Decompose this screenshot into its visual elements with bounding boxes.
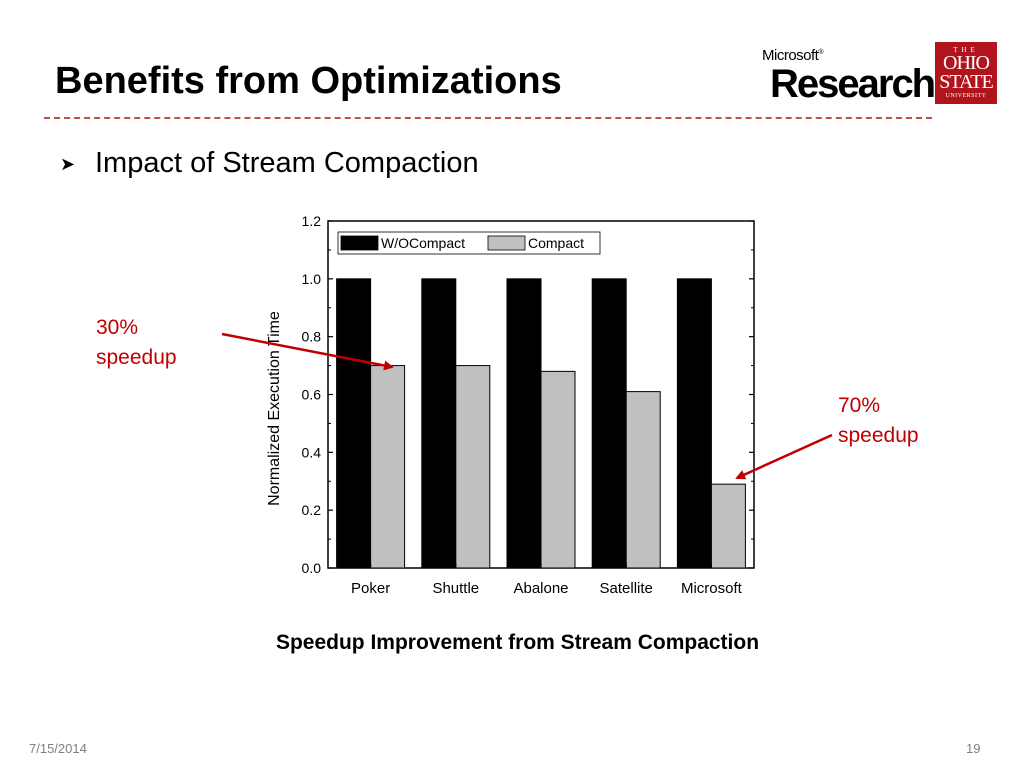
- y-tick-label: 0.6: [302, 387, 322, 403]
- ohio-state-logo: THE OHIO STATE UNIVERSITY: [935, 42, 997, 104]
- bullet-text: Impact of Stream Compaction: [95, 147, 479, 179]
- annotation-left-line2: speedup: [96, 346, 177, 369]
- bar-wocompact-shuttle: [421, 278, 457, 569]
- annotation-70-speedup: 70% speedup: [838, 391, 919, 451]
- bar-wocompact-microsoft: [676, 278, 712, 569]
- legend-swatch-wocompact: [340, 235, 379, 251]
- microsoft-logo-text: Microsoft®: [762, 47, 824, 64]
- footer-page-number: 19: [966, 741, 981, 756]
- bar-wocompact-poker: [336, 278, 372, 569]
- annotation-right-arrow: [735, 433, 833, 480]
- chart-caption: Speedup Improvement from Stream Compacti…: [275, 631, 760, 654]
- y-axis-label: Normalized Execution Time: [266, 311, 283, 506]
- y-tick-label: 0.0: [302, 560, 322, 576]
- x-tick-label: Poker: [351, 580, 390, 597]
- y-tick-label: 1.2: [302, 213, 322, 229]
- annotation-left-line1: 30%: [96, 316, 139, 339]
- legend-swatch-compact: [487, 235, 526, 251]
- annotation-left-arrow: [221, 332, 394, 371]
- bar-compact-poker: [370, 365, 406, 569]
- osu-ohio-text: OHIO: [943, 52, 990, 74]
- footer-date: 7/15/2014: [29, 741, 87, 756]
- osu-state-text: STATE: [939, 71, 993, 93]
- research-logo-text: Research: [770, 62, 936, 106]
- osu-the-text: THE: [953, 46, 979, 54]
- bar-compact-satellite: [625, 391, 661, 569]
- annotation-right-line1: 70%: [838, 394, 881, 417]
- microsoft-research-logo: Microsoft® Research: [762, 44, 936, 106]
- y-tick-label: 0.2: [302, 502, 322, 518]
- legend-label-compact: Compact: [528, 235, 584, 251]
- legend-label-wocompact: W/OCompact: [381, 235, 465, 251]
- slide-title: Benefits from Optimizations: [55, 60, 562, 102]
- x-tick-label: Microsoft: [681, 580, 743, 597]
- y-tick-label: 1.0: [302, 271, 322, 287]
- bar-compact-abalone: [540, 370, 576, 569]
- arrowhead-bullet-icon: ➤: [60, 154, 76, 174]
- x-tick-label: Abalone: [513, 580, 568, 597]
- annotation-right-line2: speedup: [838, 424, 919, 447]
- legend-box: [337, 231, 601, 255]
- y-tick-label: 0.8: [302, 329, 322, 345]
- y-tick-label: 0.4: [302, 444, 322, 460]
- bar-compact-shuttle: [455, 365, 491, 569]
- osu-university-text: UNIVERSITY: [945, 93, 987, 99]
- bar-wocompact-abalone: [506, 278, 542, 569]
- x-tick-label: Satellite: [600, 580, 653, 597]
- bar-compact-microsoft: [710, 483, 746, 569]
- bar-wocompact-satellite: [591, 278, 627, 569]
- annotation-30-speedup: 30% speedup: [96, 313, 177, 373]
- x-tick-label: Shuttle: [432, 580, 479, 597]
- title-divider: [44, 117, 932, 119]
